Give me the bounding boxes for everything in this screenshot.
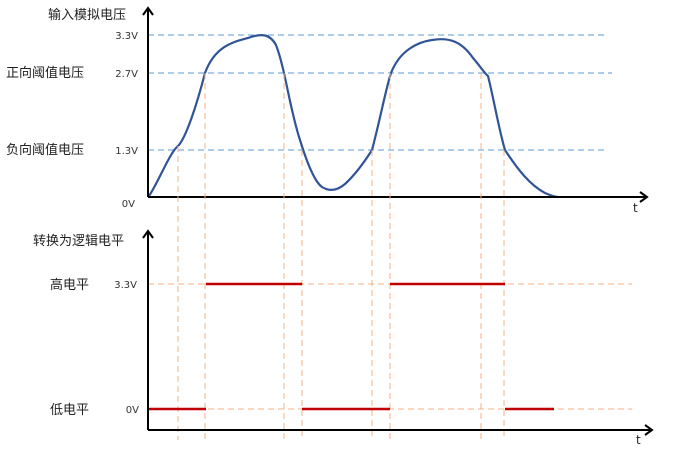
analog-input-waveform: [147, 34, 560, 199]
top-x-label: t: [633, 201, 638, 215]
tick-0v-top: 0V: [122, 199, 135, 210]
negative-threshold-label: 负向阈值电压: [6, 142, 84, 158]
top-x-axis-arrow: [639, 191, 649, 203]
low-level-label: 低电平: [50, 403, 89, 418]
bottom-plot: 转换为逻辑电平 t 3.3V 0V 高电平 低电平: [33, 229, 654, 447]
top-y-axis-arrow: [142, 6, 154, 16]
transition-guides: [177, 73, 505, 440]
positive-threshold-label: 正向阈值电压: [6, 65, 84, 81]
bottom-x-axis-arrow: [644, 424, 654, 436]
tick-0v-bottom: 0V: [126, 405, 139, 416]
bottom-x-label: t: [636, 433, 641, 447]
high-level-label: 高电平: [50, 277, 89, 293]
tick-3v3-bottom: 3.3V: [114, 280, 137, 291]
bottom-y-axis-arrow: [142, 229, 154, 239]
top-y-title: 输入模拟电压: [48, 7, 126, 23]
tick-1v3: 1.3V: [115, 146, 138, 157]
bottom-y-title: 转换为逻辑电平: [33, 234, 124, 249]
tick-3v3: 3.3V: [115, 31, 138, 42]
top-plot: 输入模拟电压 t 3.3V 2.7V 1.3V 0V 正向阈值电压 负向阈值电压: [6, 6, 649, 215]
tick-2v7: 2.7V: [115, 69, 138, 80]
